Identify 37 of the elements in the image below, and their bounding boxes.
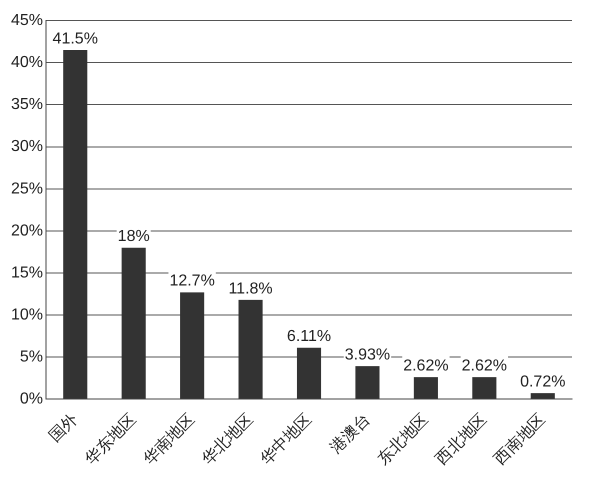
y-tick-label: 15% <box>10 264 44 282</box>
data-label: 6.11% <box>286 328 332 346</box>
x-tick-label: 西北地区 <box>432 410 490 468</box>
data-label: 2.62% <box>462 358 508 375</box>
x-tick-label: 西南地区 <box>490 410 549 468</box>
bar <box>238 300 263 399</box>
x-tick-label: 东北地区 <box>374 410 432 468</box>
x-tick-label: 国外 <box>46 410 82 446</box>
data-label: 2.62% <box>403 358 449 375</box>
data-label: 41.5% <box>52 30 98 48</box>
x-tick-label: 华东地区 <box>82 410 140 468</box>
x-tick-label: 华北地区 <box>198 410 257 468</box>
bar <box>530 393 555 399</box>
y-tick-label: 30% <box>10 138 44 156</box>
y-tick-label: 10% <box>10 306 44 324</box>
bar <box>296 348 322 399</box>
data-label: 0.72% <box>520 374 566 391</box>
bar <box>180 292 204 399</box>
y-tick-label: 35% <box>10 96 44 114</box>
bar <box>414 377 438 399</box>
data-label: 18% <box>118 228 150 246</box>
y-tick-label: 40% <box>10 54 44 72</box>
y-tick-label: 45% <box>10 12 44 30</box>
x-tick-label: 华南地区 <box>140 410 198 468</box>
bar <box>63 50 88 399</box>
y-tick-label: 25% <box>10 180 44 198</box>
y-tick-label: 5% <box>20 348 44 366</box>
data-label: 11.8% <box>228 280 273 298</box>
data-label: 3.93% <box>344 346 390 364</box>
y-tick-label: 20% <box>10 222 44 240</box>
y-tick-label: 0% <box>20 390 44 408</box>
bar <box>122 248 146 399</box>
data-label: 12.7% <box>169 272 215 290</box>
bar <box>472 377 496 399</box>
x-tick-label: 港澳台 <box>326 410 374 457</box>
x-tick-label: 华中地区 <box>256 410 315 468</box>
bar <box>355 366 380 399</box>
